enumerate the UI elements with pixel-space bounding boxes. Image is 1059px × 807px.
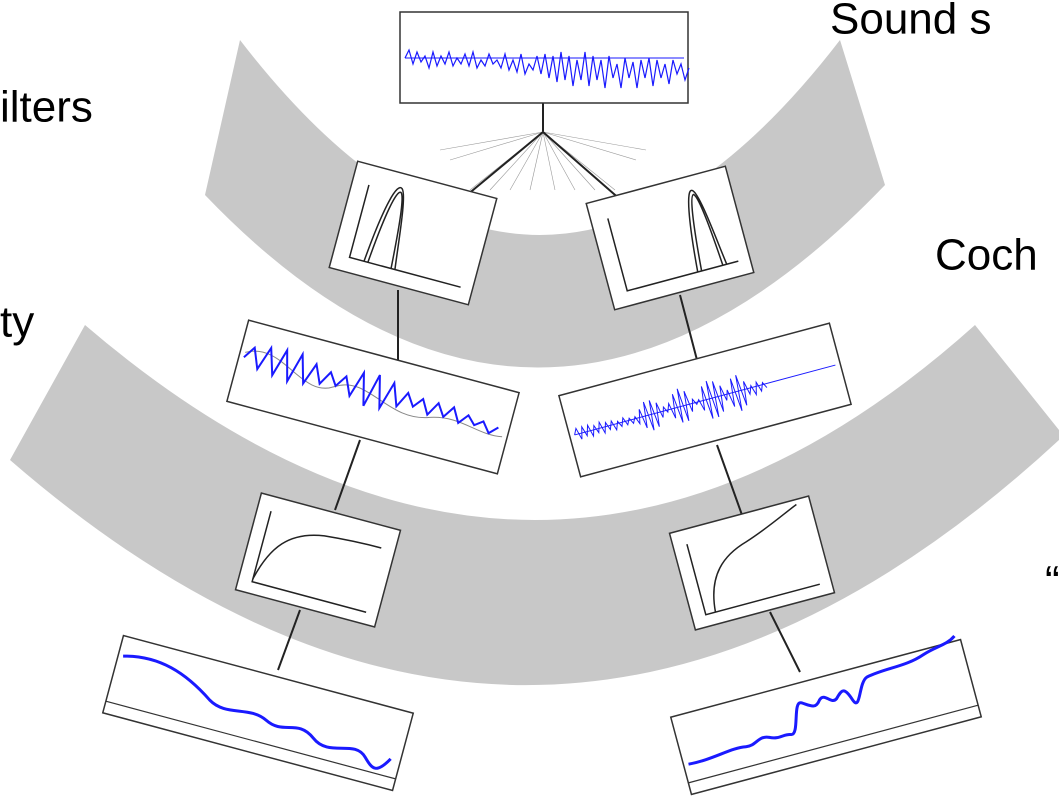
label-sound: Sound s: [830, 0, 991, 44]
label-cochlea: Coch: [935, 231, 1038, 280]
label-filters: ilters: [0, 83, 93, 132]
label-nonlinearity: ty: [0, 298, 34, 347]
sound-signal: [400, 12, 689, 103]
label-quote: “: [1045, 558, 1059, 607]
lower-band: [10, 325, 1059, 685]
envelope-right: [669, 635, 981, 795]
diagram: Sound s ilters Coch ty “: [0, 0, 1059, 807]
